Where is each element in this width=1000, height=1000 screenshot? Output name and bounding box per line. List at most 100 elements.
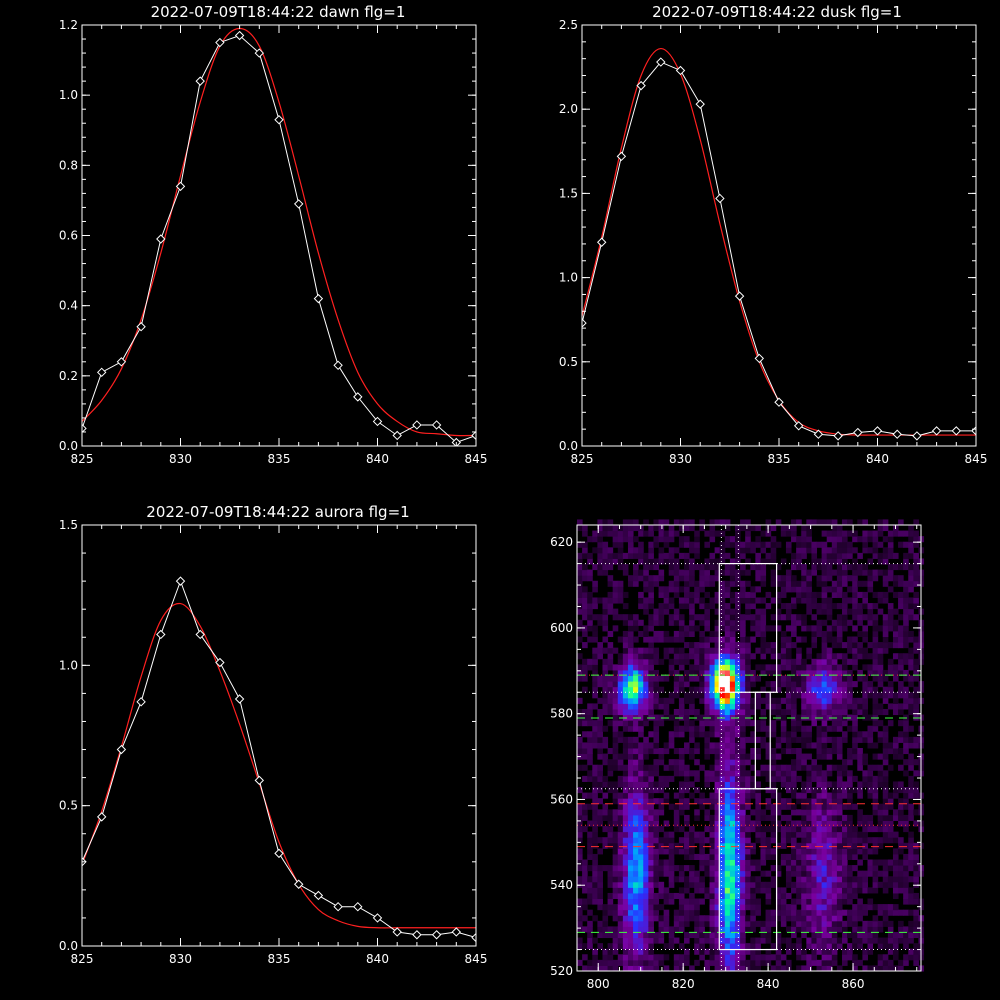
heatmap-cell xyxy=(638,770,644,776)
heatmap-cell xyxy=(822,938,828,944)
heatmap-cell xyxy=(664,603,670,609)
heatmap-cell xyxy=(867,848,873,854)
heatmap-cell xyxy=(791,525,797,531)
heatmap-cell xyxy=(837,575,843,581)
heatmap-cell xyxy=(888,837,894,843)
heatmap-cell xyxy=(811,664,817,670)
heatmap-cell xyxy=(791,837,797,843)
heatmap-cell xyxy=(628,742,634,748)
heatmap-cell xyxy=(822,648,828,654)
heatmap-cell xyxy=(628,637,634,643)
heatmap-cell xyxy=(715,754,721,760)
heatmap-cell xyxy=(684,899,690,905)
heatmap-cell xyxy=(638,820,644,826)
heatmap-cell xyxy=(577,832,583,838)
heatmap-cell xyxy=(597,570,603,576)
heatmap-cell xyxy=(801,659,807,665)
heatmap-cell xyxy=(883,770,889,776)
heatmap-cell xyxy=(648,603,654,609)
heatmap-cell xyxy=(806,575,812,581)
heatmap-cell xyxy=(837,843,843,849)
heatmap-cell xyxy=(786,625,792,631)
heatmap-cell xyxy=(873,915,879,921)
heatmap-cell xyxy=(903,893,909,899)
heatmap-cell xyxy=(679,809,685,815)
heatmap-cell xyxy=(735,681,741,687)
heatmap-cell xyxy=(791,826,797,832)
heatmap-cell xyxy=(715,954,721,960)
heatmap-cell xyxy=(842,848,848,854)
heatmap-cell xyxy=(873,620,879,626)
heatmap-cell xyxy=(913,614,919,620)
heatmap-cell xyxy=(745,525,751,531)
heatmap-cell xyxy=(791,553,797,559)
heatmap-cell xyxy=(791,676,797,682)
heatmap-cell xyxy=(852,926,858,932)
heatmap-cell xyxy=(735,887,741,893)
heatmap-cell xyxy=(689,542,695,548)
heatmap-cell xyxy=(710,581,716,587)
heatmap-cell xyxy=(847,637,853,643)
heatmap-cell xyxy=(623,754,629,760)
heatmap-cell xyxy=(602,659,608,665)
heatmap-cell xyxy=(633,910,639,916)
heatmap-cell xyxy=(592,781,598,787)
x-tick-label: 825 xyxy=(71,452,94,466)
heatmap-cell xyxy=(781,938,787,944)
heatmap-cell xyxy=(847,542,853,548)
heatmap-cell xyxy=(725,798,731,804)
heatmap-cell xyxy=(699,843,705,849)
heatmap-cell xyxy=(796,949,802,955)
heatmap-cell xyxy=(710,731,716,737)
heatmap-cell xyxy=(817,815,823,821)
heatmap-cell xyxy=(613,681,619,687)
heatmap-cell xyxy=(669,848,675,854)
heatmap-cell xyxy=(577,637,583,643)
heatmap-cell xyxy=(740,843,746,849)
heatmap-cell xyxy=(822,681,828,687)
heatmap-cell xyxy=(704,637,710,643)
heatmap-cell xyxy=(760,938,766,944)
heatmap-cell xyxy=(577,765,583,771)
x-tick-label: 845 xyxy=(465,452,488,466)
heatmap-cell xyxy=(755,820,761,826)
heatmap-cell xyxy=(811,943,817,949)
heatmap-cell xyxy=(867,558,873,564)
heatmap-cell xyxy=(608,904,614,910)
heatmap-cell xyxy=(786,609,792,615)
heatmap-cell xyxy=(669,698,675,704)
heatmap-cell xyxy=(832,781,838,787)
heatmap-cell xyxy=(623,536,629,542)
heatmap-cell xyxy=(766,843,772,849)
data-point xyxy=(314,891,322,899)
heatmap-cell xyxy=(664,765,670,771)
heatmap-cell xyxy=(781,659,787,665)
heatmap-cell xyxy=(720,742,726,748)
heatmap-cell xyxy=(720,793,726,799)
heatmap-cell xyxy=(710,558,716,564)
heatmap-cell xyxy=(725,804,731,810)
heatmap-cell xyxy=(720,531,726,537)
heatmap-cell xyxy=(898,843,904,849)
heatmap-cell xyxy=(796,893,802,899)
heatmap-cell xyxy=(827,960,833,966)
heatmap-cell xyxy=(832,949,838,955)
heatmap-cell xyxy=(776,698,782,704)
heatmap-cell xyxy=(633,720,639,726)
heatmap-cell xyxy=(786,860,792,866)
heatmap-cell xyxy=(827,553,833,559)
heatmap-cell xyxy=(643,938,649,944)
heatmap-cell xyxy=(801,887,807,893)
heatmap-cell xyxy=(725,681,731,687)
heatmap-cell xyxy=(806,765,812,771)
heatmap-cell xyxy=(903,542,909,548)
heatmap-cell xyxy=(740,893,746,899)
heatmap-cell xyxy=(689,793,695,799)
heatmap-cell xyxy=(786,692,792,698)
heatmap-cell xyxy=(822,676,828,682)
heatmap-cell xyxy=(903,876,909,882)
heatmap-cell xyxy=(806,960,812,966)
heatmap-cell xyxy=(852,681,858,687)
heatmap-cell xyxy=(903,620,909,626)
heatmap-cell xyxy=(847,876,853,882)
